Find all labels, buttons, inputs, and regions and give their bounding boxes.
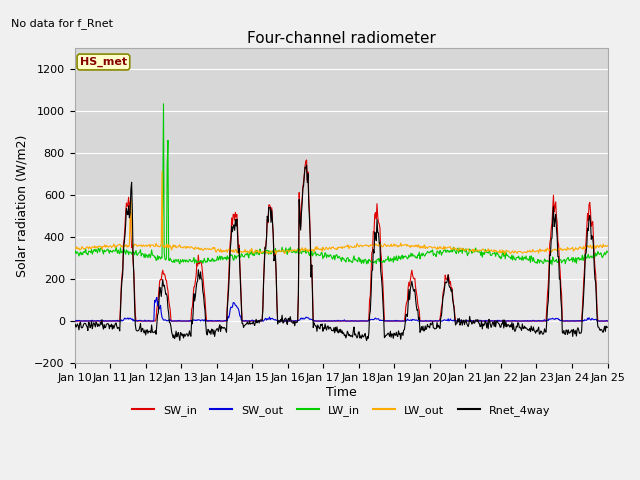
Text: HS_met: HS_met [80, 57, 127, 67]
Text: No data for f_Rnet: No data for f_Rnet [10, 18, 113, 29]
Bar [74, 48, 607, 195]
Y-axis label: Solar radiation (W/m2): Solar radiation (W/m2) [16, 134, 29, 277]
Title: Four-channel radiometer: Four-channel radiometer [246, 31, 435, 46]
X-axis label: Time: Time [326, 385, 356, 398]
Legend: SW_in, SW_out, LW_in, LW_out, Rnet_4way: SW_in, SW_out, LW_in, LW_out, Rnet_4way [127, 401, 555, 420]
